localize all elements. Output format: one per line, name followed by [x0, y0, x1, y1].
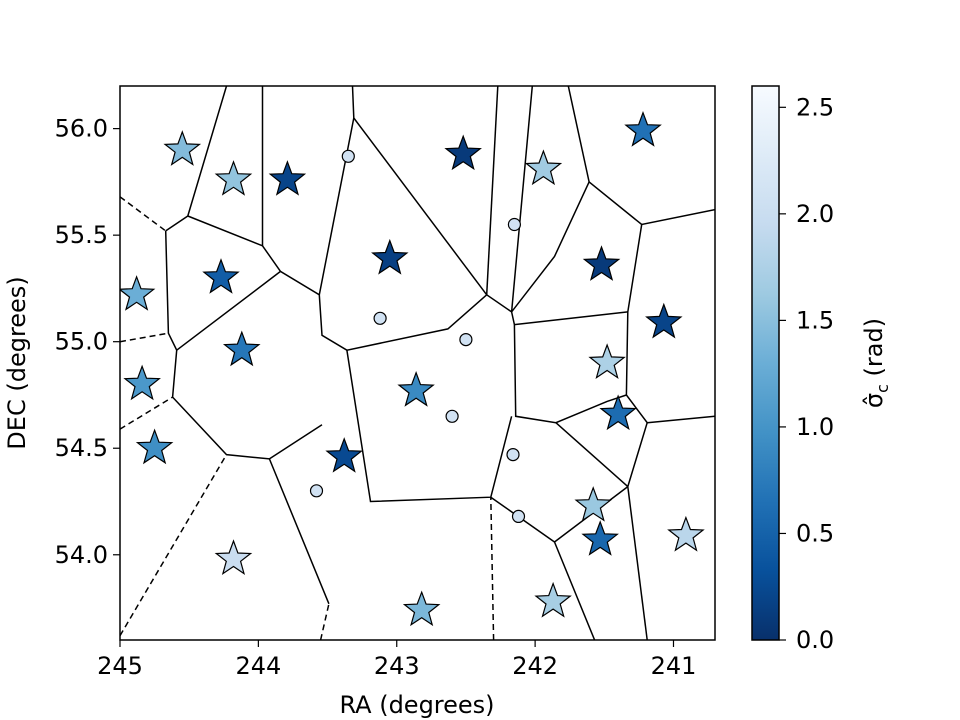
star-point-4 — [524, 149, 563, 186]
circle-point-6 — [309, 484, 324, 498]
y-tick-label-4: 56.0 — [55, 115, 108, 143]
voronoi-edge-3 — [120, 454, 228, 637]
circle-point-4 — [445, 409, 459, 423]
circle-point-3 — [459, 333, 473, 347]
voronoi-edge-18 — [567, 86, 590, 183]
star-point-7 — [371, 238, 409, 275]
star-point-17 — [325, 437, 363, 473]
voronoi-edge-19 — [514, 311, 628, 326]
voronoi-edge-10 — [176, 270, 281, 351]
x-axis-ticks: 245 244 243 242 241 — [97, 640, 696, 680]
colorbar-gradient — [752, 86, 779, 640]
plot-frame — [119, 85, 716, 641]
x-tick-label-4: 241 — [651, 652, 697, 680]
colorbar-tick-label-2: 1.0 — [796, 413, 834, 441]
star-point-12 — [588, 343, 626, 380]
y-tick-label-1: 54.5 — [55, 434, 108, 462]
star-point-0 — [163, 130, 202, 166]
x-tick-label-2: 243 — [374, 652, 420, 680]
star-point-22 — [402, 590, 441, 627]
x-tick-label-0: 245 — [97, 652, 143, 680]
colorbar-label-symbol: σ̂ — [860, 393, 888, 408]
star-markers — [120, 110, 705, 627]
y-tick-label-0: 54.0 — [55, 541, 108, 569]
star-point-3 — [444, 134, 482, 171]
voronoi-edge-4 — [319, 603, 330, 640]
colorbar-ticks: 0.0 0.5 1.0 1.5 2.0 2.5 — [779, 93, 834, 654]
star-point-23 — [534, 581, 572, 618]
star-point-20 — [667, 515, 705, 552]
circle-markers — [309, 149, 526, 524]
voronoi-edge-15 — [485, 86, 499, 295]
colorbar-label-subscript: c — [873, 384, 892, 393]
voronoi-edge-26 — [627, 486, 648, 640]
voronoi-edge-12 — [353, 117, 488, 296]
star-point-10 — [645, 302, 683, 339]
colorbar-label: σ̂c (rad) — [860, 318, 892, 408]
voronoi-edge-11 — [318, 180, 715, 351]
voronoi-edge-2 — [120, 396, 173, 430]
star-point-16 — [135, 428, 174, 465]
voronoi-edge-17 — [510, 311, 627, 424]
colorbar-label-unit: (rad) — [860, 318, 888, 384]
x-axis-label: RA (degrees) — [339, 691, 494, 719]
colorbar: 0.0 0.5 1.0 1.5 2.0 2.5 σ̂c (rad) — [751, 85, 892, 654]
y-axis-ticks: 54.0 54.5 55.0 55.5 56.0 — [55, 115, 120, 569]
voronoi-edge-21 — [647, 415, 715, 424]
plot-area — [120, 86, 715, 640]
star-point-14 — [397, 370, 435, 407]
voronoi-edge-13 — [346, 350, 513, 503]
circle-point-5 — [506, 448, 520, 462]
circle-point-7 — [511, 509, 526, 524]
circle-point-0 — [341, 149, 355, 163]
star-point-9 — [120, 275, 156, 311]
star-point-5 — [624, 110, 662, 147]
star-point-6 — [202, 258, 240, 294]
colorbar-tick-label-3: 1.5 — [796, 306, 834, 334]
star-point-19 — [581, 520, 619, 556]
colorbar-tick-label-5: 2.5 — [796, 93, 834, 121]
colorbar-tick-label-4: 2.0 — [796, 200, 834, 228]
circle-point-2 — [373, 311, 387, 325]
colorbar-tick-label-0: 0.0 — [796, 626, 834, 654]
voronoi-edge-14 — [268, 458, 330, 605]
voronoi-edge-24 — [553, 541, 596, 640]
colorbar-tick-label-1: 0.5 — [796, 519, 834, 547]
voronoi-edge-22 — [555, 422, 629, 488]
voronoi-edge-20 — [625, 224, 649, 487]
star-point-18 — [574, 486, 613, 522]
star-point-13 — [123, 364, 161, 401]
colorbar-frame — [751, 85, 780, 641]
voronoi-edge-5 — [490, 497, 495, 640]
star-point-1 — [214, 160, 253, 196]
y-axis-label: DEC (degrees) — [3, 276, 31, 449]
star-point-21 — [214, 539, 253, 576]
voronoi-edge-16 — [510, 86, 534, 312]
voronoi-edge-1 — [120, 332, 169, 343]
y-tick-label-2: 55.0 — [55, 328, 108, 356]
circle-point-1 — [507, 217, 522, 232]
voronoi-edges — [120, 86, 715, 640]
x-tick-label-1: 244 — [235, 652, 281, 680]
star-point-11 — [222, 330, 261, 367]
x-tick-label-3: 242 — [512, 652, 558, 680]
star-point-2 — [268, 160, 307, 196]
star-point-15 — [599, 394, 637, 431]
y-tick-label-3: 55.5 — [55, 221, 108, 249]
star-point-8 — [582, 245, 621, 281]
